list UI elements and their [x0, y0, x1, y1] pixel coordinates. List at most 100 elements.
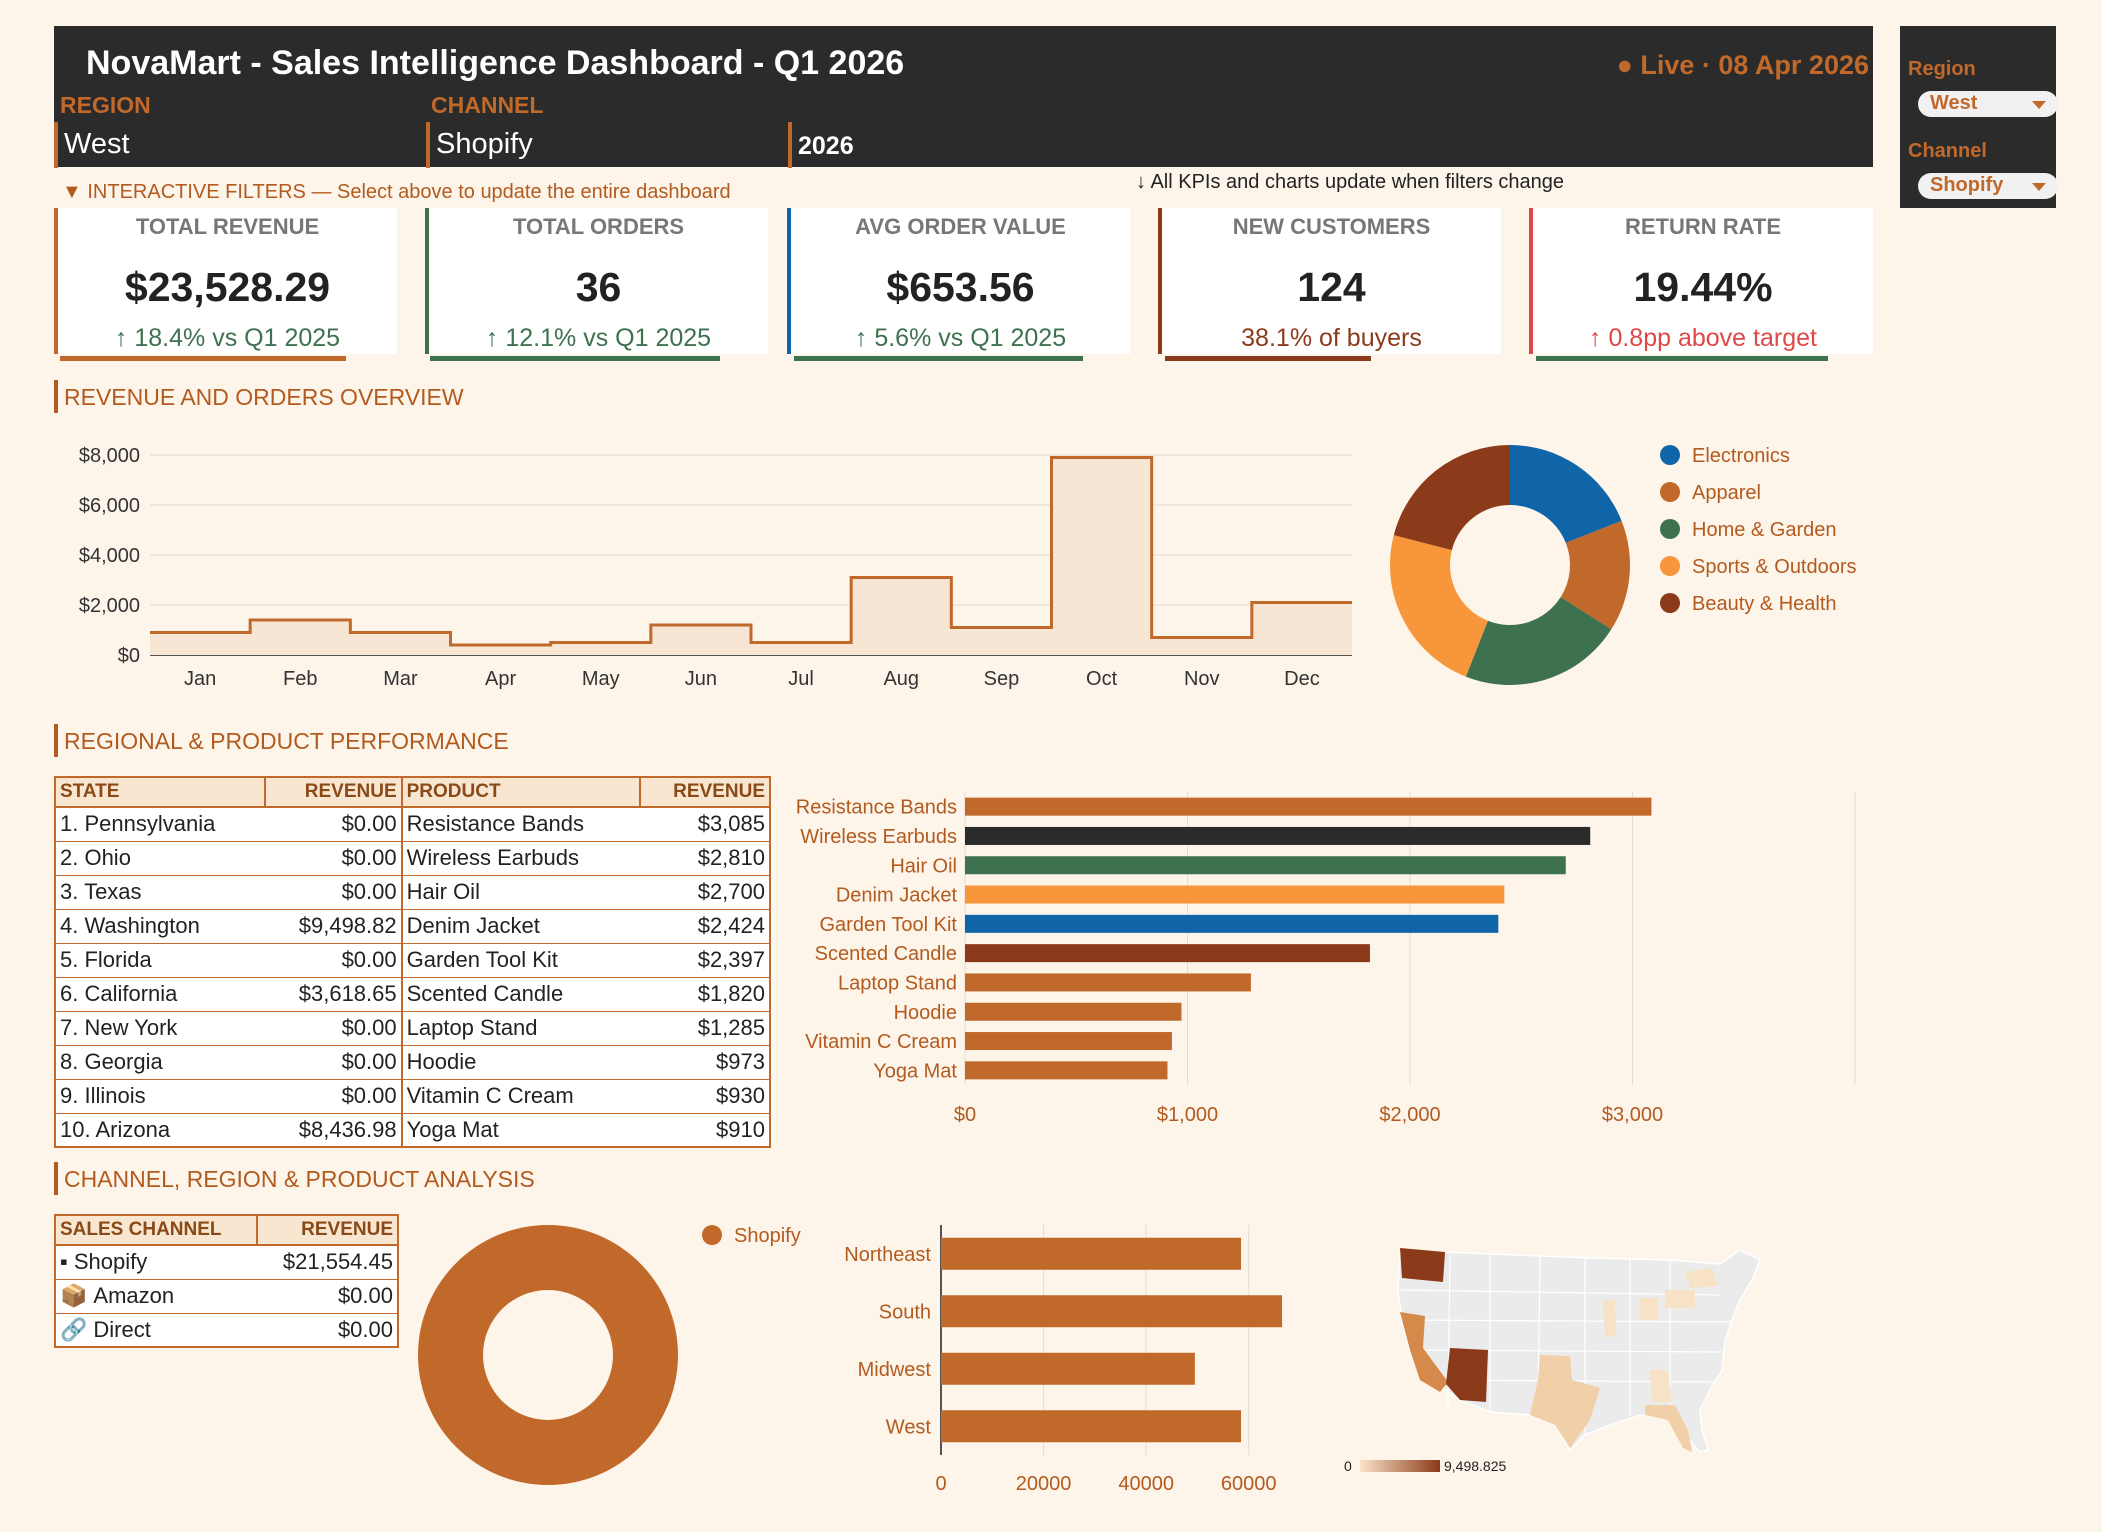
map-state-california[interactable]: [1400, 1312, 1448, 1392]
kpi-label: RETURN RATE: [1624, 214, 1782, 239]
region-bar[interactable]: [941, 1410, 1242, 1443]
map-state-florida[interactable]: [1645, 1405, 1692, 1452]
product-revenue-cell: $910: [639, 1113, 770, 1148]
product-bar[interactable]: [965, 885, 1505, 904]
table-row: 🔗 Direct $0.00: [55, 1313, 398, 1348]
state-name-cell: 9. Illinois: [55, 1079, 266, 1114]
year-filter-cell[interactable]: 2026: [788, 122, 1873, 168]
table-row: 2. Ohio $0.00 Wireless Earbuds $2,810: [55, 841, 770, 876]
table-row: 5. Florida $0.00 Garden Tool Kit $2,397: [55, 943, 770, 978]
col-header-channel-revenue: REVENUE: [256, 1214, 399, 1246]
product-bar[interactable]: [965, 797, 1652, 816]
bullet-icon: ▪: [60, 1249, 68, 1275]
channel-filter-cell[interactable]: Shopify: [426, 122, 798, 168]
col-header-state-revenue: REVENUE: [264, 776, 403, 808]
channel-donut-chart: Shopify: [418, 1225, 801, 1485]
product-revenue-bar-chart: $0 $1,000 $2,000 $3,000 Resistance Bands Wire…: [796, 792, 1856, 1126]
state-name-cell: 7. New York: [55, 1011, 266, 1046]
channel-name: Amazon: [93, 1283, 175, 1308]
col-header-channel: SALES CHANNEL: [53, 1214, 259, 1246]
product-bar[interactable]: [965, 1032, 1172, 1051]
state-revenue-cell: $0.00: [265, 943, 402, 978]
x-tick-label: 40000: [1118, 1473, 1174, 1495]
state-revenue-cell: $0.00: [265, 1079, 402, 1114]
kpi-total-revenue: TOTAL REVENUE $23,528.29 ↑ 18.4% vs Q1 2…: [54, 208, 397, 354]
map-state-illinois[interactable]: [1602, 1300, 1616, 1338]
kpi-accent-bar: [1165, 356, 1371, 361]
revenue-line: [150, 456, 1352, 647]
region-bar[interactable]: [941, 1295, 1283, 1328]
chevron-down-icon: [2032, 101, 2046, 109]
product-bar[interactable]: [965, 944, 1370, 963]
donut-slice[interactable]: [1560, 520, 1630, 630]
channel-revenue-cell: $21,554.45: [257, 1245, 398, 1280]
state-name-cell: 8. Georgia: [55, 1045, 266, 1080]
region-dropdown[interactable]: West: [1918, 91, 2058, 117]
col-header-product: PRODUCT: [400, 776, 641, 808]
category-label: Wireless Earbuds: [800, 826, 957, 848]
map-state-ohio[interactable]: [1640, 1298, 1658, 1320]
map-state-newyork[interactable]: [1685, 1268, 1718, 1288]
product-bar[interactable]: [965, 914, 1499, 933]
channel-name-cell: 📦 Amazon: [55, 1279, 258, 1314]
x-tick-label: $0: [954, 1104, 976, 1126]
category-label: Resistance Bands: [796, 797, 957, 819]
map-state-georgia[interactable]: [1650, 1370, 1672, 1402]
x-tick-label: Apr: [485, 668, 516, 690]
category-label: West: [886, 1416, 932, 1438]
table-row: 1. Pennsylvania $0.00 Resistance Bands $3,0…: [55, 807, 770, 842]
region-revenue-bar-chart: 0 20000 40000 60000 Northeast South Midwest Wes…: [844, 1225, 1283, 1495]
monthly-revenue-chart: $0 $2,000 $4,000 $6,000 $8,000 Jan Feb Mar Apr M…: [79, 445, 1352, 690]
category-label: Northeast: [844, 1244, 931, 1266]
map-state-arizona[interactable]: [1446, 1348, 1488, 1402]
product-bar[interactable]: [965, 973, 1251, 992]
map-color-scale: [1360, 1460, 1440, 1472]
donut-slice[interactable]: [1465, 597, 1612, 685]
product-bar[interactable]: [965, 1061, 1168, 1080]
x-tick-label: Aug: [883, 668, 919, 690]
chevron-down-icon: [2032, 183, 2046, 191]
table-row: 8. Georgia $0.00 Hoodie $973: [55, 1045, 770, 1080]
region-bar[interactable]: [941, 1352, 1195, 1385]
dashboard-header: NovaMart - Sales Intelligence Dashboard …: [54, 26, 1873, 168]
state-name-cell: 2. Ohio: [55, 841, 266, 876]
table-row: 10. Arizona $8,436.98 Yoga Mat $910: [55, 1113, 770, 1148]
donut-slice[interactable]: [1510, 445, 1622, 543]
product-revenue-cell: $1,820: [639, 977, 770, 1012]
product-name-cell: Denim Jacket: [400, 909, 640, 944]
kpi-change: ↑ 5.6% vs Q1 2025: [854, 324, 1067, 352]
product-bar[interactable]: [965, 1002, 1182, 1021]
channel-dropdown-value: Shopify: [1930, 174, 2004, 196]
category-label: Hoodie: [894, 1002, 957, 1024]
channel-dropdown[interactable]: Shopify: [1918, 173, 2058, 199]
legend-swatch: [1660, 519, 1680, 539]
state-product-table: STATE REVENUE PRODUCT REVENUE 1. Pennsyl…: [53, 776, 772, 1148]
package-icon: 📦: [60, 1283, 88, 1308]
link-icon: 🔗: [60, 1316, 88, 1342]
map-state-washington[interactable]: [1400, 1248, 1445, 1282]
x-tick-label: Sep: [984, 668, 1020, 690]
region-filter-cell[interactable]: West: [54, 122, 426, 168]
category-donut-chart: Electronics Apparel Home & Garden Sports & …: [1390, 445, 1857, 685]
product-bar[interactable]: [965, 826, 1591, 845]
kpi-label: TOTAL ORDERS: [512, 214, 685, 239]
map-state-pennsylvania[interactable]: [1665, 1290, 1695, 1308]
legend-swatch: [1660, 556, 1680, 576]
x-tick-label: Mar: [383, 668, 418, 690]
category-label: Garden Tool Kit: [820, 914, 958, 936]
section-title-regional: REGIONAL & PRODUCT PERFORMANCE: [54, 724, 509, 757]
region-bar[interactable]: [941, 1237, 1242, 1270]
region-label: REGION: [60, 92, 151, 118]
donut-slice[interactable]: [1390, 535, 1488, 677]
us-revenue-map[interactable]: 0 9,498.825: [1340, 1220, 1820, 1490]
product-bar[interactable]: [965, 856, 1566, 875]
donut-slice[interactable]: [1393, 445, 1510, 551]
product-revenue-cell: $2,700: [639, 875, 770, 910]
x-tick-label: $1,000: [1157, 1104, 1218, 1126]
legend-label: Sports & Outdoors: [1692, 556, 1857, 578]
donut-slice[interactable]: [418, 1225, 678, 1485]
table-row: 4. Washington $9,498.82 Denim Jacket $2,424: [55, 909, 770, 944]
map-state-texas[interactable]: [1530, 1355, 1600, 1448]
kpi-label: TOTAL REVENUE: [135, 214, 320, 239]
legend-label: Home & Garden: [1692, 519, 1837, 541]
